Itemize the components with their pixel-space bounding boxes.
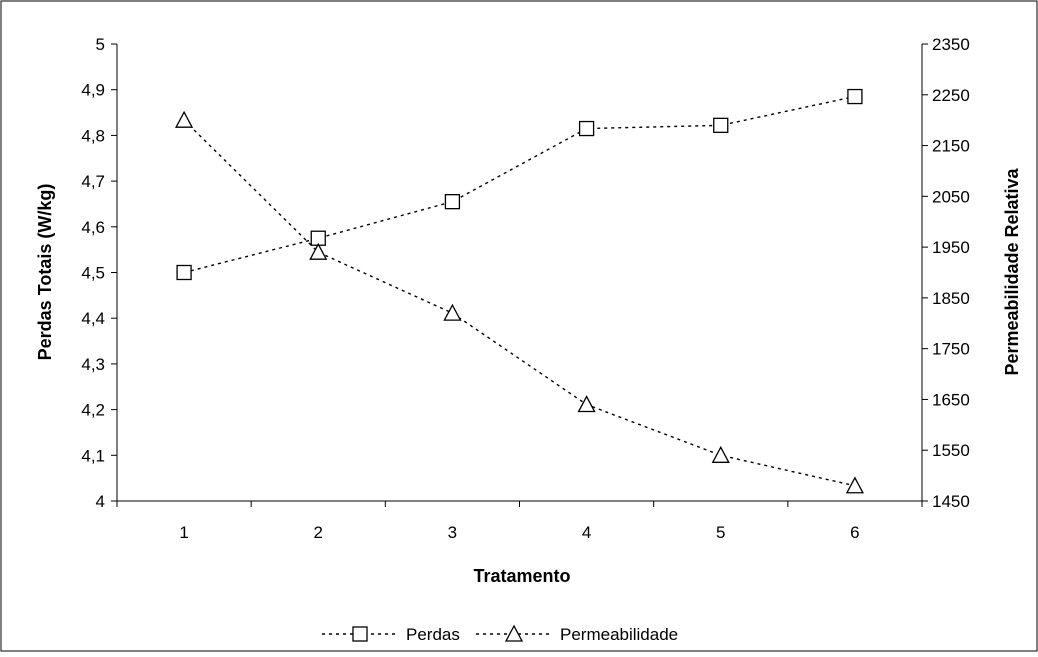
y-left-tick-label: 4,5: [81, 264, 105, 283]
x-tick-label: 5: [716, 523, 725, 542]
y-left-axis-title: Perdas Totais (W/kg): [35, 184, 55, 361]
y-right-tick-label: 2150: [932, 137, 970, 156]
data-point-permeabilidade: [174, 110, 194, 128]
x-tick-label: 4: [582, 523, 591, 542]
series: [174, 88, 865, 494]
series-line-permeabilidade: [183, 119, 856, 487]
x-tick-label: 2: [314, 523, 323, 542]
x-axis-title: Tratamento: [473, 566, 570, 586]
data-point-permeabilidade: [309, 242, 328, 260]
y-left-tick-label: 4,8: [81, 126, 105, 145]
data-point-permeabilidade: [577, 395, 596, 413]
legend-marker-permeabilidade: [504, 624, 524, 642]
y-left-tick-label: 4,4: [81, 309, 105, 328]
y-right-tick-label: 2250: [932, 86, 970, 105]
data-point-perdas: [847, 88, 863, 105]
data-point-perdas: [713, 117, 729, 133]
y-left-tick-label: 4,1: [81, 446, 105, 465]
y-right-tick-label: 1750: [932, 340, 970, 359]
x-tick-label: 3: [448, 523, 457, 542]
y-right-tick-label: 2050: [932, 187, 970, 206]
data-point-permeabilidade: [845, 476, 865, 494]
y-right-tick-label: 1550: [932, 441, 970, 460]
y-left-tick-label: 4,9: [81, 81, 105, 100]
y-right-tick-label: 1950: [932, 238, 970, 257]
axes: 44,14,24,34,44,54,64,74,84,9514501550165…: [81, 35, 969, 542]
y-left-tick-label: 4,6: [81, 218, 105, 237]
y-left-tick-label: 4,3: [81, 355, 105, 374]
legend-marker-perdas: [352, 626, 368, 642]
y-right-tick-label: 1850: [932, 289, 970, 308]
legend-label-perdas: Perdas: [406, 625, 460, 644]
y-left-tick-label: 4,2: [81, 401, 105, 420]
y-left-tick-label: 4: [96, 492, 105, 511]
y-right-tick-label: 1650: [932, 390, 970, 409]
y-left-tick-label: 5: [96, 35, 105, 54]
x-tick-label: 1: [179, 523, 188, 542]
y-right-tick-label: 1450: [932, 492, 970, 511]
y-left-tick-label: 4,7: [81, 172, 105, 191]
data-point-perdas: [444, 194, 461, 210]
data-point-perdas: [578, 120, 595, 137]
x-tick-label: 6: [850, 523, 859, 542]
y-right-axis-title: Permeabilidade Relativa: [1002, 167, 1022, 375]
data-point-permeabilidade: [711, 445, 730, 463]
data-point-permeabilidade: [443, 303, 462, 321]
legend-label-permeabilidade: Permeabilidade: [560, 625, 678, 644]
y-right-tick-label: 2350: [932, 35, 970, 54]
data-point-perdas: [176, 264, 192, 281]
legend: Perdas Permeabilidade: [322, 624, 678, 644]
